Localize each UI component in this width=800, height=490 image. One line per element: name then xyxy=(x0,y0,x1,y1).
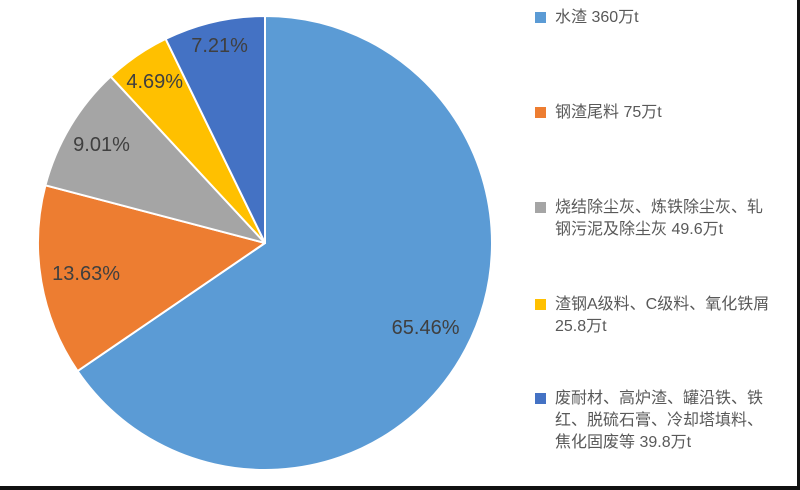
window-border-bottom xyxy=(0,486,800,490)
legend-label: 渣钢A级料、C级料、氧化铁屑 25.8万t xyxy=(555,296,770,335)
legend-item: 渣钢A级料、C级料、氧化铁屑 25.8万t xyxy=(535,294,771,338)
pie-slice xyxy=(76,15,493,471)
legend-swatch xyxy=(535,107,546,118)
legend-item: 烧结除尘灰、炼铁除尘灰、轧钢污泥及除尘灰 49.6万t xyxy=(535,197,771,241)
legend-label: 烧结除尘灰、炼铁除尘灰、轧钢污泥及除尘灰 49.6万t xyxy=(555,199,764,238)
legend-label: 水渣 360万t xyxy=(555,9,639,26)
window-border-right xyxy=(797,0,800,490)
legend-swatch xyxy=(535,393,546,404)
pie-slice xyxy=(44,75,266,244)
legend-label: 钢渣尾料 75万t xyxy=(555,104,662,121)
pie-slice xyxy=(37,184,266,373)
legend-label: 废耐材、高炉渣、罐沿铁、铁红、脱硫石膏、冷却塔填料、焦化固废等 39.8万t xyxy=(555,390,764,451)
pie-chart: 65.46% 13.63% 9.01% 4.69% 7.21% xyxy=(37,15,493,471)
legend-item: 钢渣尾料 75万t xyxy=(535,102,771,124)
slice-percent-label: 65.46% xyxy=(392,317,460,339)
slice-percent-label: 13.63% xyxy=(52,263,120,285)
legend-item: 废耐材、高炉渣、罐沿铁、铁红、脱硫石膏、冷却塔填料、焦化固废等 39.8万t xyxy=(535,388,771,454)
pie-slice xyxy=(164,15,266,244)
legend-swatch xyxy=(535,299,546,310)
chart-legend: 水渣 360万t 钢渣尾料 75万t 烧结除尘灰、炼铁除尘灰、轧钢污泥及除尘灰 … xyxy=(535,0,797,490)
legend-item: 水渣 360万t xyxy=(535,7,771,29)
slice-percent-label: 9.01% xyxy=(73,134,130,156)
legend-swatch xyxy=(535,12,546,23)
slice-percent-label: 7.21% xyxy=(191,35,248,57)
legend-swatch xyxy=(535,202,546,213)
slice-percent-label: 4.69% xyxy=(126,71,183,93)
